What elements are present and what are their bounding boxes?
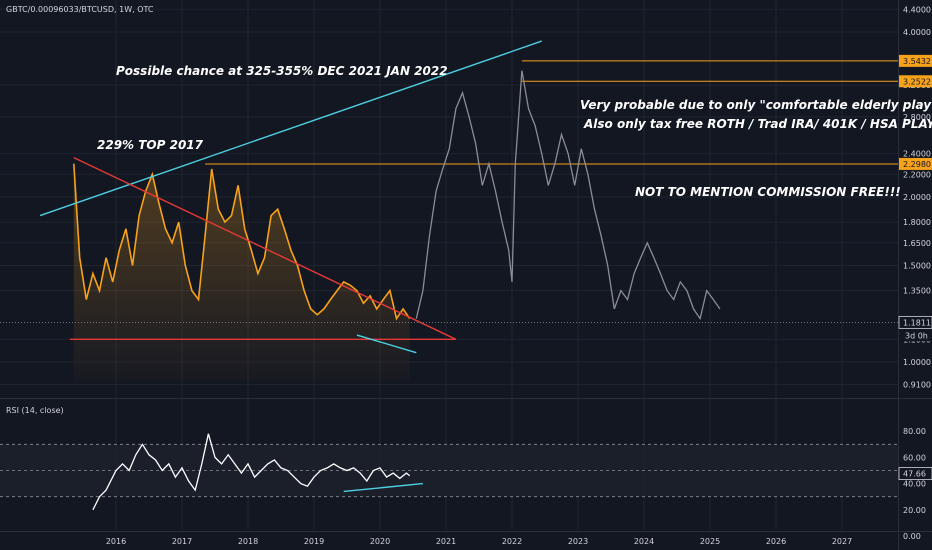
x-tick-label: 2021 [436,537,456,546]
level-badge [899,75,932,88]
price-area [73,163,410,381]
divergence-line [356,334,417,354]
current-price-badge [898,315,932,329]
annotation-commission: NOT TO MENTION COMMISSION FREE!!! [635,185,901,199]
countdown-label: 3d 0h [905,331,928,340]
trendlines [0,40,898,354]
y-tick-label: 4.0000 [903,28,931,37]
x-tick-label: 2026 [766,537,786,546]
x-tick-label: 2027 [832,537,852,546]
y-tick-label: 1.6500 [903,239,931,248]
rsi-current-label: 47.66 [903,470,926,479]
rsi-line [92,433,411,511]
y-tick-label: 1.0000 [903,358,931,367]
y-tick-label: 2.2000 [903,170,931,179]
y-tick-label: 2.8000 [903,113,931,122]
rsi-tick-label: 20.00 [903,506,926,515]
x-tick-label: 2017 [172,537,192,546]
x-tick-label: 2019 [304,537,324,546]
y-tick-label: 4.4000 [903,5,931,14]
countdown-badge [899,329,932,342]
rsi-pane: 80.00 60.00 40.00 20.00 0.00 47.66 [0,427,932,541]
x-tick-label: 2018 [238,537,258,546]
rsi-tick-label: 0.00 [903,532,921,541]
rsi-trendline [343,482,423,493]
x-tick-label: 2020 [370,537,390,546]
y-tick-label: 2.0000 [903,193,931,202]
level-badge-label: 3.2522 [903,77,931,86]
annotation-top2017: 229% TOP 2017 [97,138,204,152]
x-tick-label: 2025 [700,537,720,546]
current-price-label: 1.1811 [903,318,931,327]
y-tick-label: 2.4000 [903,150,931,159]
ticker-label: GBTC/0.00096033/BTCUSD, 1W, OTC [6,5,154,14]
price-series [73,70,721,321]
level-badge-label: 3.5432 [903,57,931,66]
rsi-indicator-label: RSI (14, close) [6,406,64,415]
level-badge-label: 2.2980 [903,160,931,169]
y-tick-label: 1.5000 [903,261,931,270]
rsi-current-badge [898,467,932,480]
y-tick-label: 1.3500 [903,287,931,296]
price-badges: 3.5432 3.2522 2.2980 1.1811 3d 0h [898,54,932,342]
x-tick-label: 2023 [568,537,588,546]
annotation-taxfree: Also only tax free ROTH / Trad IRA/ 401K… [584,117,932,131]
descending-trendline [73,156,457,340]
x-tick-label: 2022 [502,537,522,546]
area-path [73,163,410,381]
ascending-trendline [39,40,542,217]
level-badge [899,157,932,170]
annotation-probable: Very probable due to only "comfortable e… [580,98,932,112]
level-badge [899,54,932,67]
rsi-tick-label: 60.00 [903,453,926,462]
rsi-tick-label: 40.00 [903,480,926,489]
rsi-tick-label: 80.00 [903,427,926,436]
x-tick-label: 2016 [106,537,126,546]
projected-price-line [415,70,721,321]
y-tick-label: 0.9100 [903,380,931,389]
annotation-possible: Possible chance at 325-355% DEC 2021 JAN… [116,64,448,78]
x-tick-label: 2024 [634,537,654,546]
time-axis: 2016 2017 2018 2019 2020 2021 2022 2023 2024 2025… [106,537,852,546]
rsi-band [0,444,898,497]
historical-price-line [73,163,411,321]
y-tick-label: 1.8000 [903,218,931,227]
